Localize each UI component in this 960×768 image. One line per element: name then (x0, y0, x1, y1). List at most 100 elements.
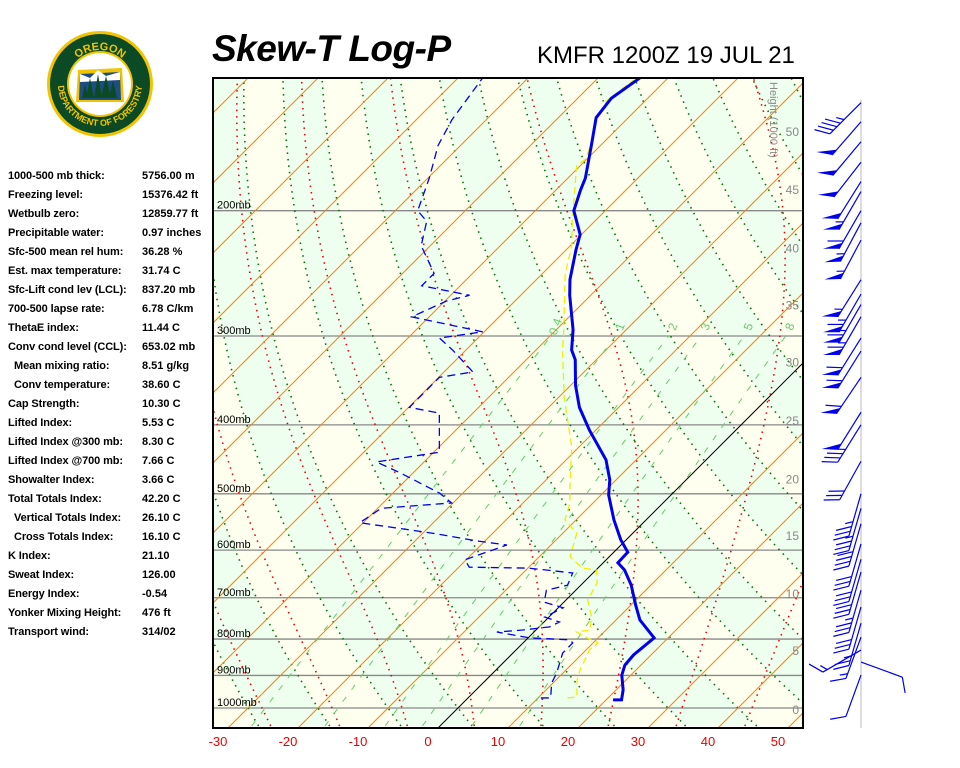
mixing-ratio-label: 2 (665, 321, 681, 332)
height-axis-label: Height (1000 ft) (767, 82, 779, 158)
stat-label: 1000-500 mb thick: (8, 170, 105, 182)
wind-barb (823, 191, 862, 230)
stat-value: 0.97 inches (142, 227, 202, 239)
plot-border (212, 77, 804, 729)
wind-barb-full (825, 404, 842, 407)
wind-barb-full (835, 622, 852, 628)
stat-row: Total Totals Index: 42.20 C (8, 491, 212, 510)
stat-label: Cross Totals Index: (14, 531, 114, 543)
wind-barb-full (834, 643, 851, 649)
mixing-ratio-line (471, 335, 745, 727)
wind-barb-staff (838, 316, 862, 356)
background-band (517, 78, 803, 575)
wind-barb-staff (848, 590, 862, 633)
wind-barb-staff (838, 210, 862, 250)
height-tick-label: 50 (786, 125, 800, 139)
stat-row: Energy Index: -0.54 (8, 586, 212, 605)
dry-adiabat (856, 53, 960, 726)
stat-label: Freezing level: (8, 189, 83, 201)
wind-barb-full (821, 461, 838, 463)
dry-adiabat (73, 53, 188, 726)
stat-row: Sweat Index: 126.00 (8, 567, 212, 586)
background-band (213, 272, 401, 727)
height-tick-label: 0 (792, 703, 799, 717)
stat-value: 16.10 C (142, 531, 181, 543)
isotherm (507, 432, 803, 728)
stat-value: 31.74 C (142, 265, 181, 277)
wind-barb-full (833, 535, 850, 541)
wind-barb-staff (848, 559, 862, 602)
wind-barb-staff (837, 337, 862, 376)
wind-barb-pennant (816, 149, 837, 155)
wind-barb-full (821, 121, 838, 128)
stat-row: Cap Strength: 10.30 C (8, 396, 212, 415)
x-tick-label: 0 (424, 734, 431, 749)
wind-barb (820, 377, 862, 415)
wind-barb (823, 460, 862, 501)
wind-barb (833, 543, 862, 591)
grid-lines: 0.4 1 2 3 5 8 (0, 53, 960, 728)
wind-barb-staff (848, 523, 862, 567)
wind-barb-full (834, 627, 851, 633)
background-band (556, 78, 803, 511)
wind-barb-full (817, 125, 834, 131)
wind-barb (821, 411, 862, 450)
wind-barb (816, 121, 862, 156)
height-tick-label: 10 (786, 587, 800, 601)
isotherm (0, 78, 38, 728)
background-band (791, 78, 803, 102)
stat-value: 38.60 C (142, 379, 181, 391)
stat-label: Sweat Index: (8, 569, 75, 581)
dry-adiabat (360, 78, 687, 727)
height-tick-label: 20 (786, 472, 800, 486)
wind-barb-full (834, 596, 851, 602)
isotherm (0, 78, 178, 728)
dry-adiabat (817, 53, 960, 726)
wind-barb-staff (837, 424, 862, 463)
stat-label: Total Totals Index: (8, 493, 102, 505)
stat-row: 1000-500 mb thick: 5756.00 m (8, 168, 212, 187)
stat-label: Yonker Mixing Height: (8, 607, 122, 619)
x-tick-label: 10 (491, 734, 505, 749)
wind-barb-half (836, 116, 845, 121)
wind-barb (823, 316, 862, 356)
background-band (213, 78, 473, 727)
stat-label: Lifted Index @700 mb: (8, 455, 123, 467)
stat-row: Lifted Index @300 mb: 8.30 C (8, 434, 212, 453)
wind-barb-full (834, 608, 851, 614)
wind-barb-staff (839, 222, 862, 262)
wind-barb-full (833, 565, 850, 571)
wind-barb-full (834, 545, 851, 551)
wind-barb-full (826, 379, 843, 382)
stat-label: Conv cond level (CCL): (8, 341, 127, 353)
pressure-label: 200mb (217, 200, 251, 212)
wind-barb-full (835, 525, 852, 531)
wind-barb (833, 590, 862, 637)
wind-barb-staff (837, 279, 862, 318)
wind-barb (821, 350, 862, 389)
stat-row: Mean mixing ratio: 8.51 g/kg (8, 358, 212, 377)
stat-value: 653.02 mb (142, 341, 196, 353)
stat-value: 7.66 C (142, 455, 175, 467)
wind-barb (833, 523, 862, 571)
wind-barb-half (819, 665, 828, 671)
stat-value: 476 ft (142, 607, 171, 619)
mixing-ratio-label: 8 (782, 321, 798, 332)
dewpoint-line (358, 78, 574, 699)
stat-label: Lifted Index: (8, 417, 73, 429)
isotherm (213, 78, 249, 114)
dry-adiabat (594, 78, 803, 448)
wind-barb-pennant (824, 255, 844, 263)
wind-barb-staff (832, 141, 862, 176)
isotherm (227, 152, 803, 728)
wind-barb-staff (839, 239, 862, 280)
stat-label: Precipitable water: (8, 227, 104, 239)
wind-barb-staff (837, 181, 862, 220)
background-band (213, 641, 259, 727)
stat-row: Precipitable water: 0.97 inches (8, 225, 212, 244)
stat-label: Vertical Totals Index: (14, 512, 122, 524)
wind-barb-pennant (824, 272, 844, 280)
wind-barb-staff (848, 571, 862, 615)
wind-barb-staff (848, 508, 862, 551)
x-tick-label: 20 (561, 734, 575, 749)
